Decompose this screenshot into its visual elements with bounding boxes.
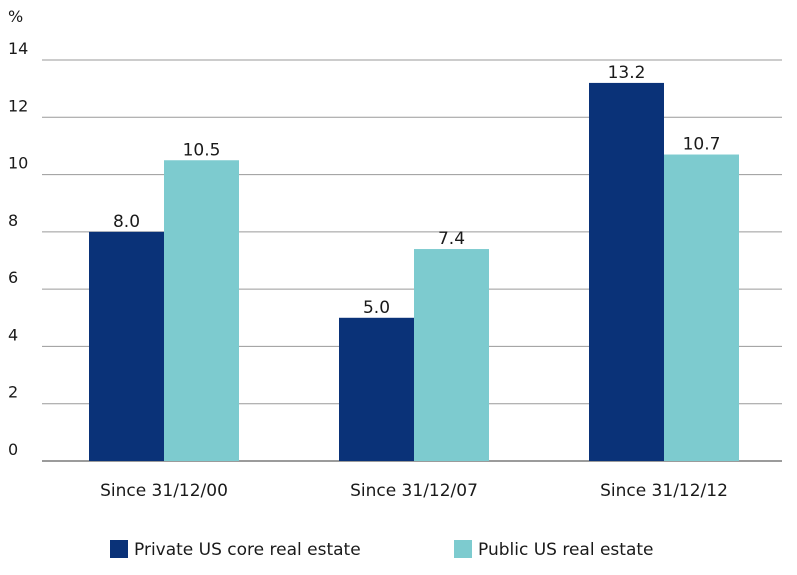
legend-label-public: Public US real estate [478, 540, 654, 560]
data-label: 10.7 [683, 135, 721, 155]
y-tick-label: 4 [8, 325, 18, 344]
bar-private-0 [89, 231, 164, 461]
category-label: Since 31/12/07 [350, 481, 478, 501]
y-tick-label: 12 [8, 96, 28, 115]
data-label: 10.5 [183, 140, 221, 160]
data-label: 5.0 [363, 298, 390, 318]
bars [89, 82, 739, 462]
legend: Private US core real estate Public US rea… [110, 540, 654, 560]
y-tick-label: 8 [8, 211, 18, 230]
bar-public-2 [664, 154, 739, 461]
legend-swatch-private [110, 540, 128, 558]
legend-label-private: Private US core real estate [134, 540, 361, 560]
y-axis-ticks: 0 2 4 6 8 10 12 14 [8, 39, 28, 459]
bar-public-1 [414, 249, 489, 461]
category-label: Since 31/12/12 [600, 481, 728, 501]
y-tick-label: 0 [8, 440, 18, 459]
y-tick-label: 6 [8, 268, 18, 287]
data-labels: 8.0 10.5 5.0 7.4 13.2 10.7 [113, 63, 720, 318]
y-tick-label: 14 [8, 39, 28, 58]
category-label: Since 31/12/00 [100, 481, 228, 501]
x-axis-categories: Since 31/12/00 Since 31/12/07 Since 31/12/… [100, 481, 728, 501]
data-label: 13.2 [608, 63, 646, 83]
bar-public-0 [164, 160, 239, 461]
y-axis-unit: % [8, 7, 23, 26]
y-tick-label: 2 [8, 383, 18, 402]
legend-swatch-public [454, 540, 472, 558]
y-tick-label: 10 [8, 154, 28, 173]
bar-private-1 [339, 317, 414, 461]
data-label: 7.4 [438, 229, 465, 249]
data-label: 8.0 [113, 212, 140, 232]
bar-private-2 [589, 82, 664, 462]
